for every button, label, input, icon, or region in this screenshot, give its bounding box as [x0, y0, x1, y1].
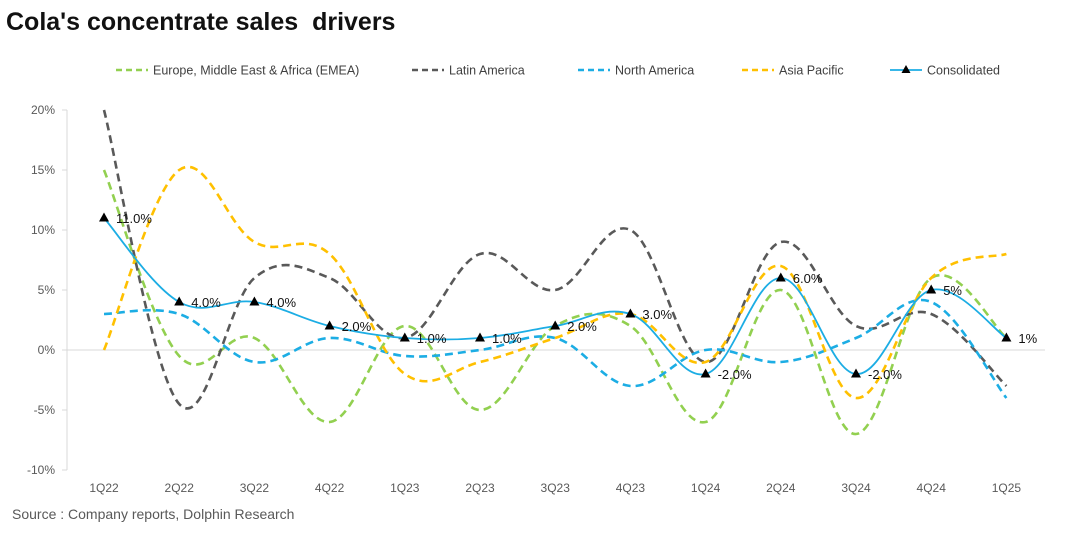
marker-point — [475, 332, 485, 342]
series-line-consolidated — [103, 217, 1007, 376]
x-tick-label: 2Q22 — [165, 481, 195, 495]
data-label: 5% — [943, 283, 962, 298]
data-label: 4.0% — [191, 295, 221, 310]
series-line-asia-pacific — [102, 165, 1007, 400]
legend-label: Consolidated — [927, 64, 1000, 78]
data-label: 4.0% — [266, 295, 296, 310]
y-tick-label: 0% — [38, 343, 56, 357]
legend-label: North America — [615, 64, 694, 78]
data-label: 2.0% — [567, 319, 597, 334]
chart-title: Cola's concentrate sales drivers — [6, 8, 396, 36]
axes: -10% -5% 0% 5% 10% 15% 20% 1Q22 2Q22 3Q22 4Q22 1Q23… — [27, 103, 1045, 495]
x-tick-label: 2Q23 — [465, 481, 495, 495]
legend-label: Latin America — [449, 64, 525, 78]
series-lines — [99, 109, 1012, 436]
data-label: 1.0% — [417, 331, 447, 346]
legend-label: Europe, Middle East & Africa (EMEA) — [153, 64, 359, 78]
legend-item-latin-america: Latin America — [412, 64, 525, 78]
x-tick-label: 3Q24 — [841, 481, 871, 495]
x-tick-label: 1Q23 — [390, 481, 420, 495]
data-labels: 11.0% 4.0% 4.0% 2.0% 1.0% 1.0% 2.0% 3.0% -2.0% 6.… — [116, 211, 1038, 382]
x-tick-label: 1Q24 — [691, 481, 721, 495]
data-label: 1.0% — [492, 331, 522, 346]
x-tick-label: 4Q22 — [315, 481, 345, 495]
x-tick-label: 4Q23 — [616, 481, 646, 495]
marker-point — [324, 320, 335, 330]
legend-item-europe-middle-east-africa-emea: Europe, Middle East & Africa (EMEA) — [116, 64, 359, 78]
source-note: Source : Company reports, Dolphin Resear… — [12, 506, 295, 522]
marker-point — [550, 320, 561, 330]
y-tick-label: 5% — [38, 283, 56, 297]
legend-item-consolidated: Consolidated — [890, 64, 1000, 78]
marker-point — [926, 284, 937, 294]
marker-point — [174, 296, 185, 306]
marker-point — [625, 308, 636, 318]
marker-point — [700, 368, 711, 378]
data-label: -2.0% — [718, 367, 752, 382]
x-tick-label: 4Q24 — [917, 481, 947, 495]
data-label: -2.0% — [868, 367, 902, 382]
y-tick-label: 15% — [31, 163, 55, 177]
data-label: 6.0% — [793, 271, 823, 286]
y-tick-label: 20% — [31, 103, 55, 117]
y-tick-label: -10% — [27, 463, 55, 477]
x-tick-label: 3Q22 — [240, 481, 270, 495]
marker-point — [775, 272, 786, 282]
x-tick-label: 1Q22 — [89, 481, 119, 495]
marker-point — [399, 332, 410, 342]
series-line-north-america — [103, 298, 1008, 399]
legend-item-north-america: North America — [578, 64, 694, 78]
x-tick-label: 1Q25 — [992, 481, 1022, 495]
marker-point — [851, 368, 861, 378]
y-tick-label: -5% — [34, 403, 56, 417]
data-label: 3.0% — [642, 307, 672, 322]
series-line-latin-america — [102, 109, 1008, 410]
legend-item-asia-pacific: Asia Pacific — [742, 64, 844, 78]
x-tick-label: 3Q23 — [541, 481, 571, 495]
legend-marker — [901, 65, 911, 73]
marker-point — [249, 296, 260, 306]
series-line-europe-middle-east-africa-emea — [102, 169, 1008, 436]
data-label: 11.0% — [116, 211, 152, 226]
marker-point — [99, 212, 109, 222]
y-tick-label: 10% — [31, 223, 55, 237]
legend: Europe, Middle East & Africa (EMEA) Latin… — [116, 64, 1000, 78]
x-tick-label: 2Q24 — [766, 481, 796, 495]
legend-label: Asia Pacific — [779, 64, 844, 78]
marker-point — [1001, 332, 1012, 342]
data-label: 1% — [1018, 331, 1037, 346]
data-label: 2.0% — [342, 319, 372, 334]
